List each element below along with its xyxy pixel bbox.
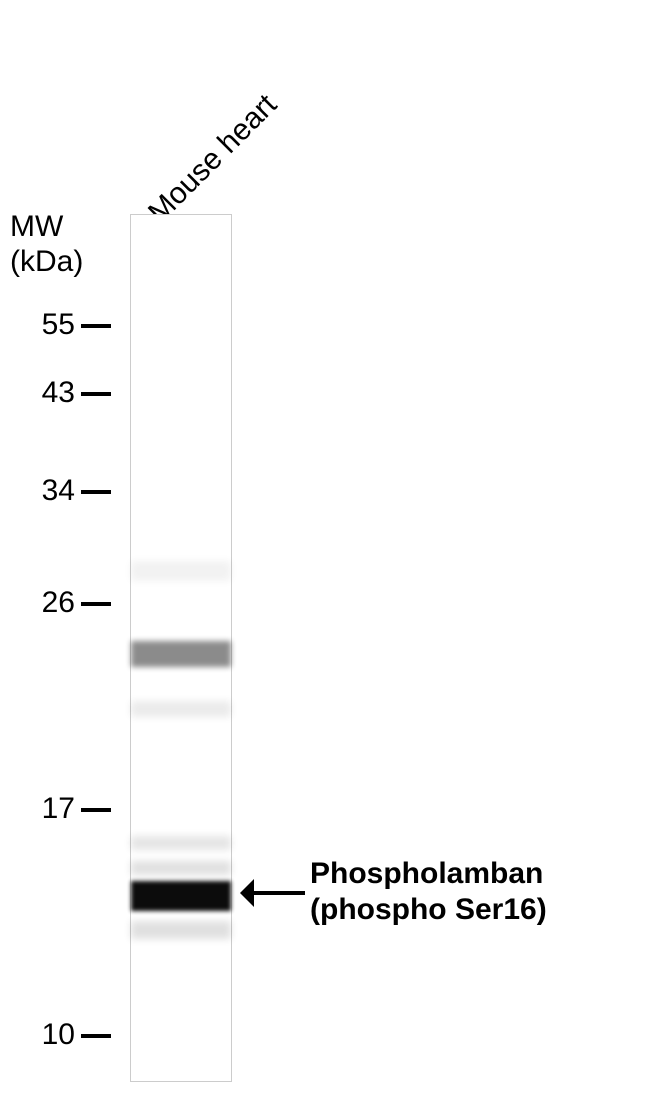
mw-marker-label: 26 [15, 586, 75, 620]
mw-marker-label: 43 [15, 376, 75, 410]
mw-marker-label: 10 [15, 1018, 75, 1052]
mw-marker-label: 55 [15, 308, 75, 342]
blot-band [131, 921, 231, 939]
target-arrow-head [240, 879, 254, 907]
blot-band [131, 641, 231, 667]
mw-header: MW (kDa) [10, 210, 83, 279]
blot-band [131, 561, 231, 581]
figure-container: Mouse heart MW (kDa) Phospholamban (phos… [0, 0, 650, 1112]
mw-header-line1: MW [10, 210, 83, 245]
mw-marker-label: 17 [15, 792, 75, 826]
blot-band [131, 836, 231, 850]
mw-tick [81, 602, 111, 606]
lane-label: Mouse heart [142, 88, 284, 230]
target-label-line2: (phospho Ser16) [310, 892, 547, 928]
mw-header-line2: (kDa) [10, 245, 83, 280]
blot-band [131, 701, 231, 717]
target-arrow-line [254, 891, 305, 895]
blot-band [131, 861, 231, 875]
mw-tick [81, 392, 111, 396]
mw-tick [81, 808, 111, 812]
lane-noise [131, 301, 231, 1061]
blot-band [131, 881, 231, 911]
mw-tick [81, 1034, 111, 1038]
target-label: Phospholamban (phospho Ser16) [310, 856, 547, 928]
mw-marker-label: 34 [15, 474, 75, 508]
mw-tick [81, 490, 111, 494]
mw-tick [81, 324, 111, 328]
blot-lane [130, 214, 232, 1082]
target-label-line1: Phospholamban [310, 856, 547, 892]
